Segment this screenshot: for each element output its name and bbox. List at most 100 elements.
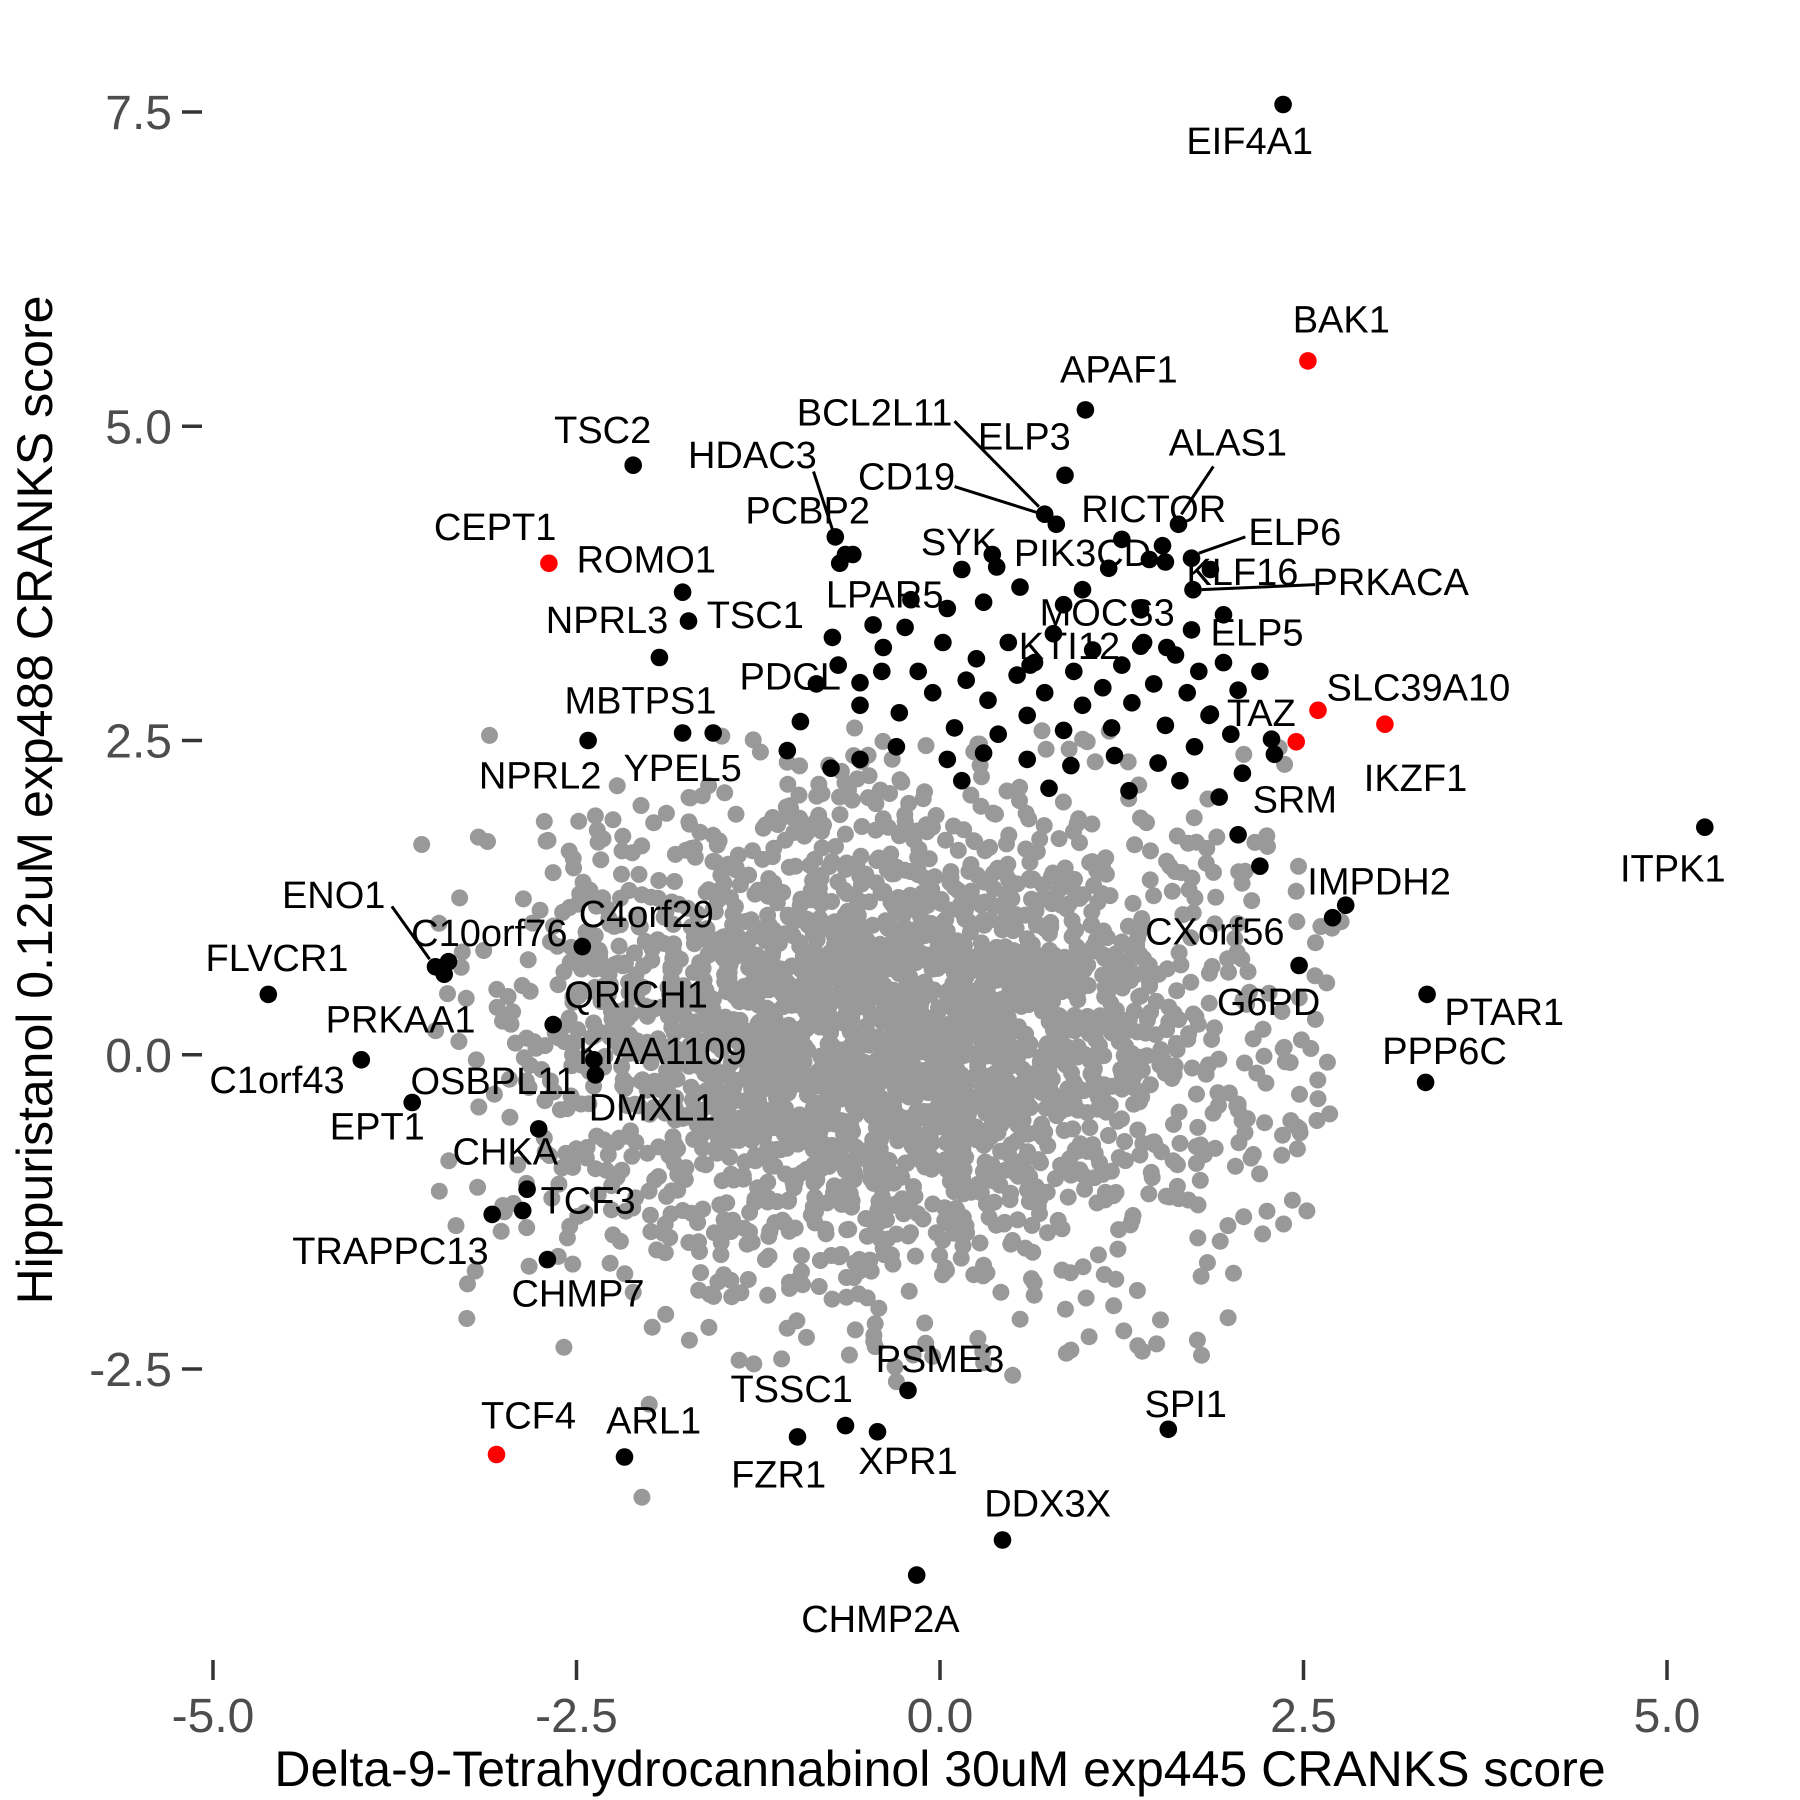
- background-point: [1100, 1127, 1117, 1144]
- background-point: [971, 1132, 989, 1150]
- background-point: [682, 1078, 700, 1096]
- background-point: [1191, 1171, 1209, 1189]
- background-point: [960, 1005, 978, 1023]
- background-point: [795, 827, 813, 845]
- background-point: [1126, 1079, 1144, 1097]
- background-point: [640, 1395, 658, 1413]
- hit-point: [890, 704, 909, 722]
- background-point: [983, 1156, 1001, 1174]
- hit-point: [1011, 578, 1029, 596]
- background-point: [712, 1246, 730, 1264]
- background-point: [1141, 977, 1159, 995]
- background-point: [853, 818, 871, 835]
- background-point: [630, 865, 648, 883]
- background-point: [900, 1088, 918, 1106]
- x-tick-label: -2.5: [535, 1690, 618, 1743]
- background-point: [882, 893, 900, 911]
- background-point: [748, 951, 766, 969]
- background-point: [613, 1015, 631, 1033]
- background-point: [1116, 1133, 1134, 1150]
- hit-point: [989, 725, 1007, 743]
- background-point: [592, 851, 610, 869]
- background-point: [885, 1034, 903, 1052]
- hit-point: [518, 1180, 536, 1198]
- labeled-point-IMPDH2: [1336, 896, 1355, 914]
- background-point: [1230, 863, 1248, 881]
- background-point: [1103, 1077, 1121, 1095]
- background-point: [814, 1054, 832, 1072]
- background-point: [1119, 917, 1137, 935]
- background-point: [662, 958, 680, 976]
- background-point: [916, 783, 933, 801]
- background-point: [1055, 865, 1073, 883]
- background-point: [624, 1283, 642, 1301]
- hit-point: [979, 691, 997, 710]
- background-point: [1309, 1090, 1327, 1108]
- hit-point: [953, 771, 971, 790]
- background-point: [743, 1233, 761, 1251]
- background-point: [1086, 753, 1104, 771]
- background-point: [861, 991, 879, 1008]
- background-point: [726, 940, 744, 958]
- background-point: [430, 914, 448, 932]
- background-point: [675, 1007, 693, 1025]
- background-point: [602, 1201, 620, 1219]
- background-point: [1055, 979, 1072, 997]
- background-point: [1240, 983, 1258, 1001]
- background-point: [680, 789, 698, 806]
- gene-label-PPP6C: PPP6C: [1382, 1031, 1507, 1073]
- background-point: [708, 1144, 726, 1162]
- x-axis-title: Delta-9-Tetrahydrocannabinol 30uM exp445…: [274, 1741, 1605, 1797]
- labeled-point-NPRL3: [679, 612, 698, 630]
- background-point: [1128, 1282, 1146, 1299]
- background-point: [1274, 1126, 1291, 1144]
- background-point: [874, 732, 892, 750]
- background-point: [1002, 1184, 1020, 1202]
- background-point: [976, 1002, 994, 1020]
- gene-label-EPT1: EPT1: [330, 1106, 425, 1148]
- background-point: [924, 1347, 942, 1365]
- background-point: [991, 968, 1008, 986]
- y-tick-label: 2.5: [105, 716, 172, 769]
- background-point: [1275, 1038, 1293, 1056]
- background-point: [535, 813, 553, 830]
- background-point: [759, 1286, 777, 1304]
- background-point: [1110, 1149, 1128, 1166]
- background-point: [1105, 1297, 1123, 1315]
- labeled-point-KLF16: [1214, 606, 1233, 624]
- background-point: [1097, 865, 1115, 883]
- background-point: [992, 1283, 1010, 1301]
- background-point: [582, 982, 599, 1000]
- background-point: [759, 1193, 777, 1211]
- background-point: [1030, 1151, 1048, 1169]
- background-point: [905, 1178, 922, 1196]
- background-point: [902, 995, 920, 1013]
- background-point: [1077, 1289, 1095, 1307]
- background-point: [616, 1265, 634, 1283]
- background-point: [954, 1140, 972, 1158]
- hit-point: [934, 633, 952, 652]
- background-point: [541, 1147, 558, 1164]
- background-point: [1275, 1215, 1293, 1233]
- background-point: [696, 1065, 714, 1082]
- background-point: [1197, 1065, 1215, 1083]
- background-point: [840, 1220, 858, 1238]
- background-point: [896, 1019, 914, 1037]
- background-point: [600, 965, 618, 983]
- background-point: [657, 1305, 675, 1323]
- background-point: [1206, 915, 1224, 933]
- background-point: [1017, 840, 1035, 858]
- background-point: [1086, 1082, 1104, 1100]
- background-point: [916, 1314, 934, 1332]
- background-point: [713, 940, 731, 957]
- background-point: [633, 886, 651, 904]
- background-point: [599, 1146, 617, 1164]
- gene-label-PSME3: PSME3: [876, 1339, 1005, 1381]
- hit-point: [1229, 826, 1247, 844]
- background-point: [646, 1072, 664, 1090]
- background-point: [793, 1247, 810, 1265]
- background-point: [838, 1269, 855, 1286]
- background-point: [854, 951, 872, 968]
- background-point: [806, 1188, 824, 1206]
